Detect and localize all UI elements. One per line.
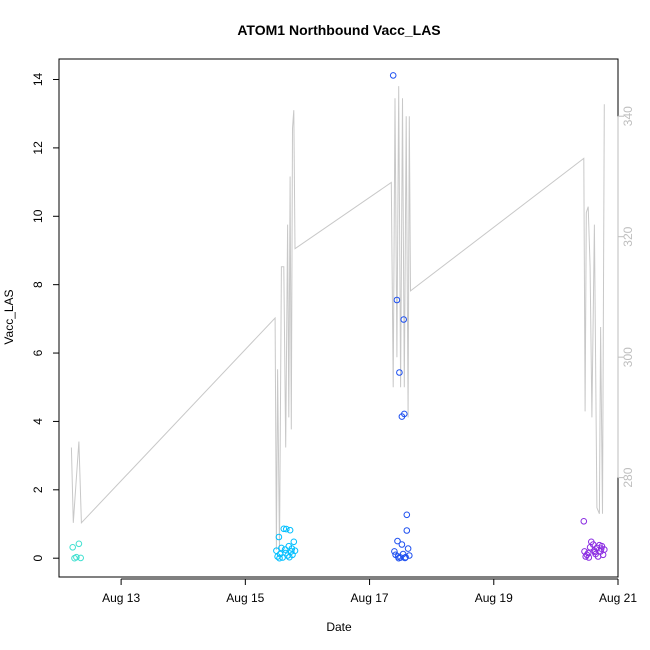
x-tick-label: Aug 13 xyxy=(102,591,140,605)
y2-tick-label: 320 xyxy=(621,226,635,246)
data-point xyxy=(282,549,290,557)
data-point xyxy=(401,554,409,562)
data-point xyxy=(393,296,401,304)
x-tick-label: Aug 15 xyxy=(226,591,264,605)
data-point xyxy=(275,533,283,541)
data-point xyxy=(75,540,83,548)
data-point xyxy=(583,551,591,559)
data-point xyxy=(281,546,289,553)
secondary-line xyxy=(70,86,605,550)
y2-tick-label: 340 xyxy=(621,106,635,126)
data-point xyxy=(403,511,411,519)
y-tick-label: 14 xyxy=(31,73,45,87)
data-point xyxy=(278,544,285,552)
data-point xyxy=(591,548,599,556)
secondary-series xyxy=(70,86,605,550)
x-tick-label: Aug 21 xyxy=(599,591,637,605)
y-tick-label: 0 xyxy=(31,555,45,562)
scatter-points xyxy=(69,72,608,562)
data-point xyxy=(395,554,403,562)
data-point xyxy=(584,549,592,557)
y-tick-label: 8 xyxy=(31,281,45,288)
data-point xyxy=(398,541,406,548)
data-point xyxy=(391,548,398,555)
y-tick-label: 4 xyxy=(31,418,45,425)
data-point xyxy=(286,526,294,534)
data-point xyxy=(280,525,288,533)
data-point xyxy=(580,518,588,525)
data-point xyxy=(283,525,290,533)
y-tick-label: 2 xyxy=(31,486,45,493)
data-point xyxy=(288,545,296,552)
chart-title: ATOM1 Northbound Vacc_LAS xyxy=(237,22,440,38)
x-tick-label: Aug 19 xyxy=(475,591,513,605)
data-point xyxy=(601,546,608,553)
y-axis-label: Vacc_LAS xyxy=(2,289,16,344)
data-point xyxy=(394,537,401,545)
y-tick-label: 6 xyxy=(31,349,45,356)
data-point xyxy=(597,545,605,552)
axes: Aug 13 Aug 15 Aug 17 Aug 19 Aug 21 0 2 4 6 8 10 12 1… xyxy=(31,73,637,605)
y-tick-label: 10 xyxy=(31,209,45,223)
y2-tick-label: 300 xyxy=(621,347,635,367)
data-point xyxy=(396,369,403,376)
data-point xyxy=(290,538,298,546)
y2-tick-label: 280 xyxy=(621,467,635,487)
data-point xyxy=(401,410,408,418)
data-point xyxy=(403,527,411,534)
data-point xyxy=(77,554,84,562)
data-point xyxy=(589,541,597,548)
y-tick-label: 12 xyxy=(31,141,45,155)
data-point xyxy=(402,553,409,561)
data-point xyxy=(276,554,283,562)
data-point xyxy=(400,316,408,323)
data-point xyxy=(69,544,76,551)
x-tick-label: Aug 17 xyxy=(351,591,389,605)
data-point xyxy=(404,545,412,552)
data-point xyxy=(389,72,397,79)
plot-frame xyxy=(58,58,619,578)
data-point xyxy=(71,554,78,562)
x-axis-label: Date xyxy=(326,620,352,634)
